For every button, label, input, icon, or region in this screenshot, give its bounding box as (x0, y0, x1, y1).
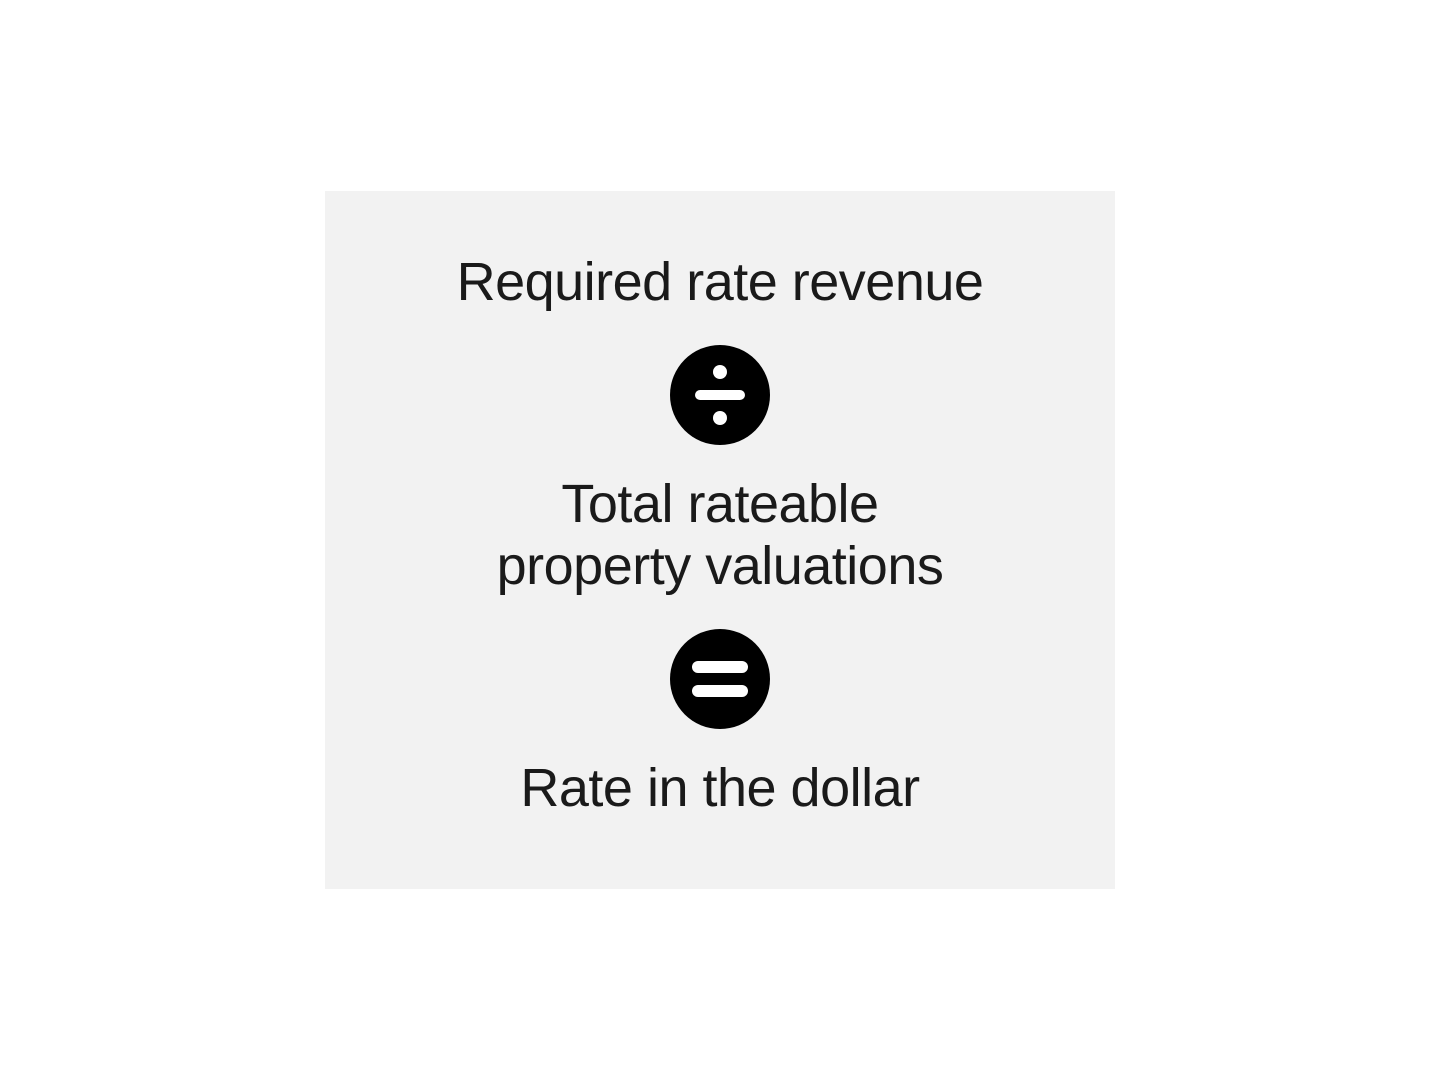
divide-bar (695, 390, 745, 400)
formula-panel: Required rate revenue Total rateable pro… (325, 191, 1115, 889)
equals-bar-lower (692, 685, 748, 697)
result-text: Rate in the dollar (520, 757, 919, 819)
divide-dot-bottom (713, 411, 727, 425)
denominator-text: Total rateable property valuations (497, 473, 944, 597)
equals-bar-upper (692, 661, 748, 673)
numerator-text: Required rate revenue (457, 251, 984, 313)
divide-dot-top (713, 365, 727, 379)
divide-icon (670, 345, 770, 445)
equals-icon (670, 629, 770, 729)
denominator-line1: Total rateable (561, 474, 878, 534)
equals-icon-wrap (670, 629, 770, 729)
divide-icon-wrap (670, 345, 770, 445)
denominator-line2: property valuations (497, 536, 944, 596)
